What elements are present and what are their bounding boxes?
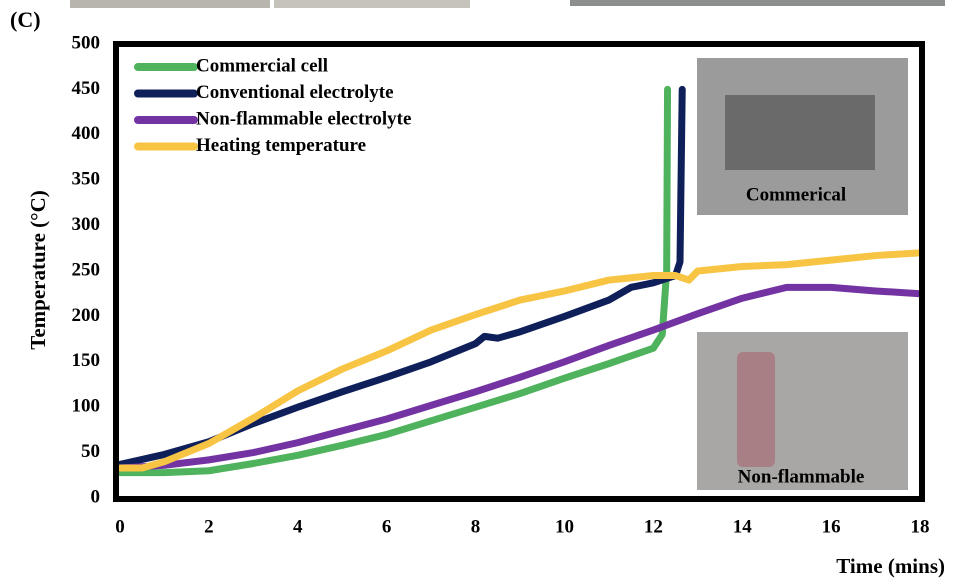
legend-label: Conventional electrolyte xyxy=(196,82,394,103)
y-tick-label: 300 xyxy=(72,214,101,235)
photo-strip xyxy=(70,0,270,8)
x-tick-label: 14 xyxy=(733,516,753,537)
y-tick-label: 400 xyxy=(72,123,101,144)
y-tick-label: 100 xyxy=(72,396,101,417)
x-tick-label: 6 xyxy=(382,516,392,537)
x-tick-label: 18 xyxy=(911,516,930,537)
chart: (C) Temperature (°C) Time (mins) Commeri… xyxy=(0,0,953,583)
inset-label: Commerical xyxy=(746,184,846,205)
x-tick-label: 4 xyxy=(293,516,303,537)
y-tick-label: 0 xyxy=(91,486,101,507)
photo-strip xyxy=(570,0,945,6)
legend-label: Commercial cell xyxy=(196,55,328,76)
y-tick-label: 50 xyxy=(81,441,100,462)
x-tick-label: 8 xyxy=(471,516,481,537)
x-tick-label: 10 xyxy=(555,516,574,537)
x-axis-label: Time (mins) xyxy=(836,554,945,578)
legend-label: Heating temperature xyxy=(196,135,366,156)
y-tick-label: 350 xyxy=(72,169,101,190)
inset-photo-detail xyxy=(737,352,775,467)
y-tick-label: 500 xyxy=(72,32,101,53)
y-tick-label: 250 xyxy=(72,259,101,280)
y-tick-label: 200 xyxy=(72,305,101,326)
x-tick-label: 16 xyxy=(822,516,841,537)
legend-label: Non-flammable electrolyte xyxy=(196,108,411,129)
panel-label: (C) xyxy=(10,7,41,32)
x-tick-label: 12 xyxy=(644,516,663,537)
x-tick-label: 0 xyxy=(115,516,125,537)
y-tick-label: 450 xyxy=(72,78,101,99)
x-tick-label: 2 xyxy=(204,516,214,537)
inset-photo-detail xyxy=(725,95,875,170)
photo-strip xyxy=(274,0,470,8)
y-tick-label: 150 xyxy=(72,350,101,371)
y-axis-label: Temperature (°C) xyxy=(26,190,50,349)
inset-label: Non-flammable xyxy=(738,466,865,487)
